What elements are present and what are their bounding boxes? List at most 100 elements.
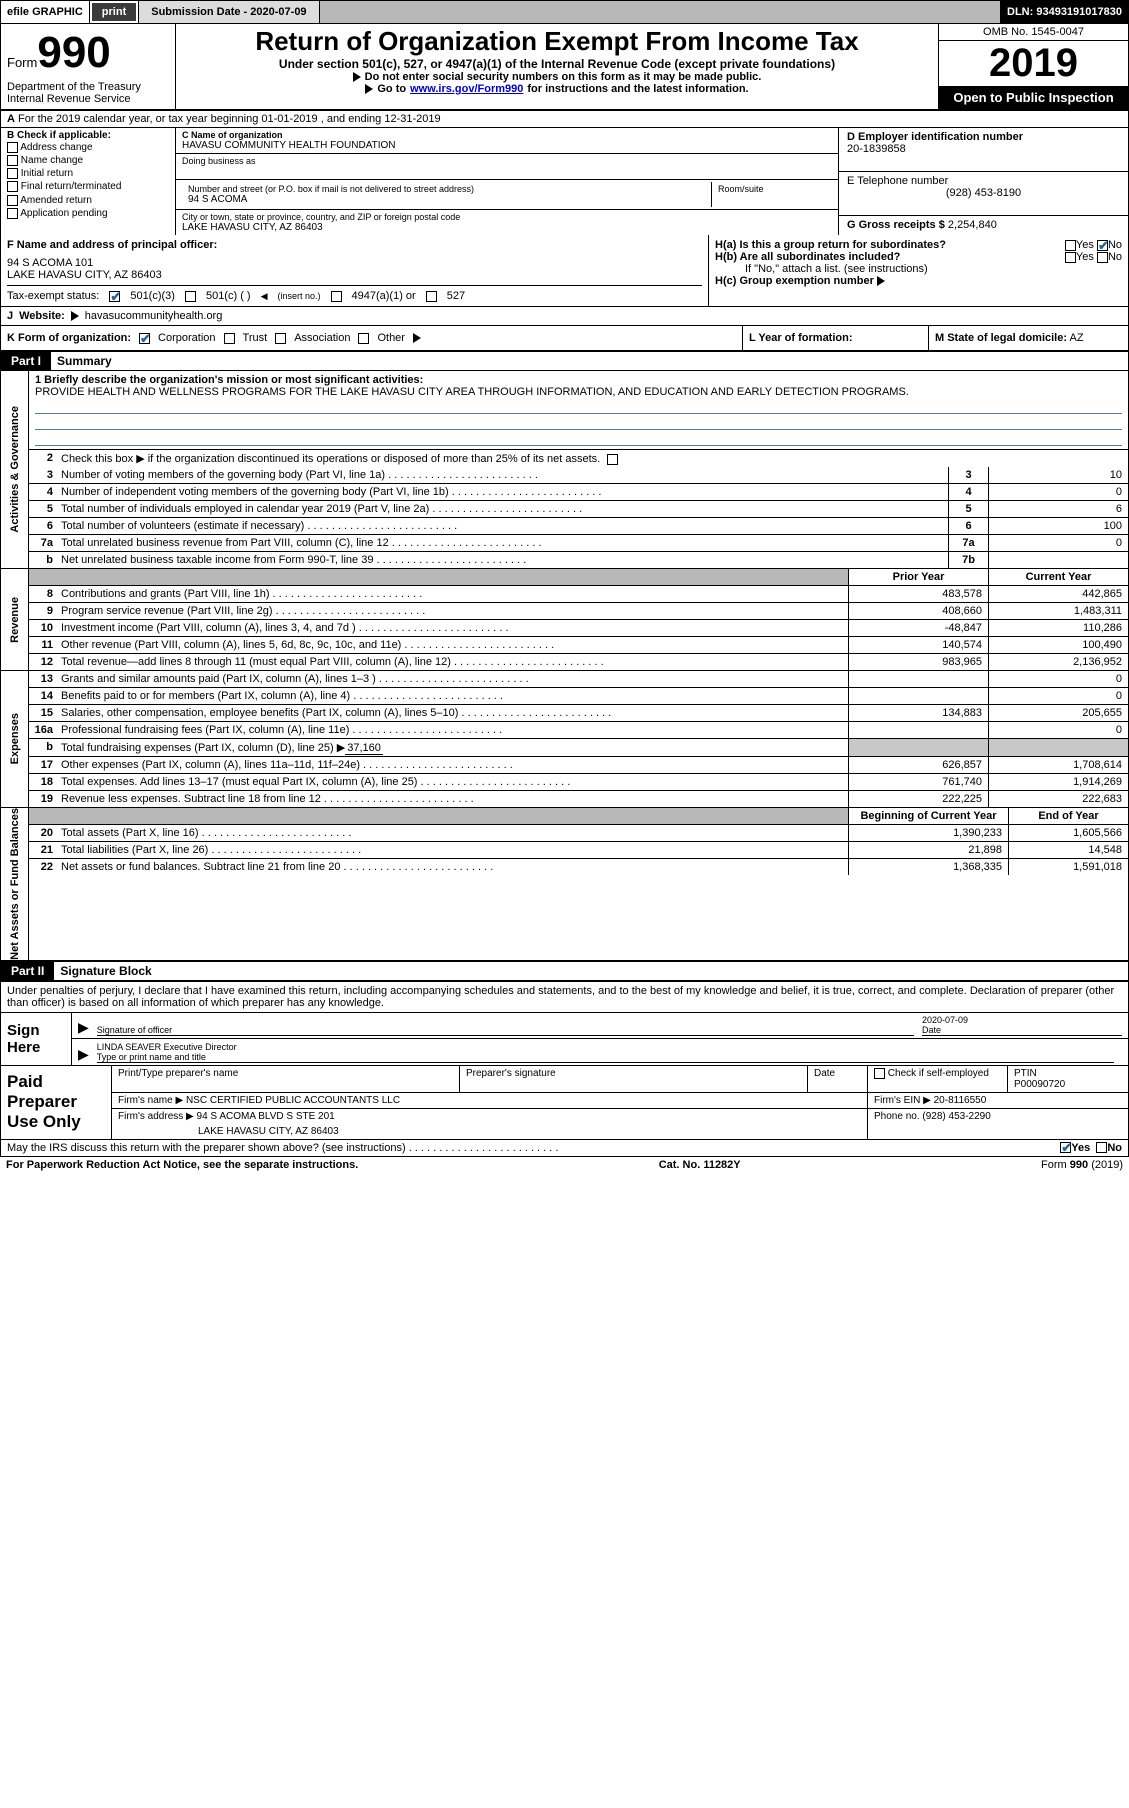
e-label: E Telephone number <box>847 175 1120 187</box>
section-net-assets: Net Assets or Fund Balances Beginning of… <box>0 808 1129 962</box>
line-3-val: 10 <box>988 467 1128 483</box>
l-label: L Year of formation: <box>749 332 853 344</box>
chk-501c[interactable] <box>185 291 196 302</box>
line-19-prior: 222,225 <box>848 791 988 807</box>
line-16a-current: 0 <box>988 722 1128 738</box>
line-8-current: 442,865 <box>988 586 1128 602</box>
line-15-prior: 134,883 <box>848 705 988 721</box>
chk-ha-no[interactable] <box>1097 240 1108 251</box>
chk-hb-no[interactable] <box>1097 252 1108 263</box>
line-b-val <box>988 552 1128 568</box>
line-22-current: 1,591,018 <box>1008 859 1128 875</box>
sign-here-label: SignHere <box>1 1013 71 1065</box>
chk-address-change[interactable]: Address change <box>20 142 92 153</box>
mission-text: PROVIDE HEALTH AND WELLNESS PROGRAMS FOR… <box>35 386 1122 398</box>
dln-cell: DLN: 93493191017830 <box>1001 1 1128 23</box>
section-expenses: Expenses 13 Grants and similar amounts p… <box>0 671 1129 808</box>
instr-1: Do not enter social security numbers on … <box>180 71 934 83</box>
line-10-current: 110,286 <box>988 620 1128 636</box>
form-subtitle: Under section 501(c), 527, or 4947(a)(1)… <box>180 57 934 71</box>
hdr-end-year: End of Year <box>1008 808 1128 824</box>
line-10-desc: Investment income (Part VIII, column (A)… <box>57 620 848 636</box>
chk-initial-return[interactable]: Initial return <box>21 168 73 179</box>
h-attach-note: If "No," attach a list. (see instruction… <box>715 263 1122 275</box>
line-4-desc: Number of independent voting members of … <box>57 484 948 500</box>
line-15-current: 205,655 <box>988 705 1128 721</box>
line-13-desc: Grants and similar amounts paid (Part IX… <box>57 671 848 687</box>
line-7a-box: 7a <box>948 535 988 551</box>
print-button[interactable]: print <box>92 3 136 21</box>
chk-discuss-no[interactable] <box>1096 1142 1107 1153</box>
chk-other[interactable] <box>358 333 369 344</box>
firm-phone: (928) 453-2290 <box>922 1111 990 1122</box>
line-11-prior: 140,574 <box>848 637 988 653</box>
chk-assoc[interactable] <box>275 333 286 344</box>
vlabel-activities: Activities & Governance <box>9 406 21 533</box>
line-4-val: 0 <box>988 484 1128 500</box>
chk-amended[interactable]: Amended return <box>20 195 92 206</box>
vlabel-revenue: Revenue <box>9 597 21 643</box>
chk-ha-yes[interactable] <box>1065 240 1076 251</box>
ptin: P00090720 <box>1014 1079 1122 1090</box>
line-17-desc: Other expenses (Part IX, column (A), lin… <box>57 757 848 773</box>
line-21-current: 14,548 <box>1008 842 1128 858</box>
col-c: C Name of organization HAVASU COMMUNITY … <box>176 128 838 235</box>
line-7a-val: 0 <box>988 535 1128 551</box>
line-6-desc: Total number of volunteers (estimate if … <box>57 518 948 534</box>
sig-date: 2020-07-09 <box>922 1015 1122 1025</box>
irs-link[interactable]: www.irs.gov/Form990 <box>410 83 523 95</box>
line-16a-prior <box>848 722 988 738</box>
hdr-begin-year: Beginning of Current Year <box>848 808 1008 824</box>
col-b: B Check if applicable: Address change Na… <box>1 128 176 235</box>
chk-app-pending[interactable]: Application pending <box>20 208 107 219</box>
col-f: F Name and address of principal officer:… <box>1 235 708 306</box>
row-j: J Website: havasucommunityhealth.org <box>0 307 1129 326</box>
line-6-box: 6 <box>948 518 988 534</box>
submission-label: Submission Date - 2020-07-09 <box>145 3 312 21</box>
chk-discuss-yes[interactable] <box>1060 1142 1071 1153</box>
col-h: H(a) Is this a group return for subordin… <box>708 235 1128 306</box>
fundraising-total: 37,160 <box>345 742 383 755</box>
chk-name-change[interactable]: Name change <box>21 155 83 166</box>
chk-final-return[interactable]: Final return/terminated <box>21 182 122 193</box>
chk-501c3[interactable] <box>109 291 120 302</box>
vlabel-net: Net Assets or Fund Balances <box>9 808 21 960</box>
chk-4947[interactable] <box>331 291 342 302</box>
line-6-val: 100 <box>988 518 1128 534</box>
line-a: A For the 2019 calendar year, or tax yea… <box>0 111 1129 128</box>
chk-self-employed[interactable] <box>874 1068 885 1079</box>
chk-hb-yes[interactable] <box>1065 252 1076 263</box>
officer-addr2: LAKE HAVASU CITY, AZ 86403 <box>7 269 702 281</box>
triangle-icon <box>365 84 373 94</box>
officer-addr1: 94 S ACOMA 101 <box>7 257 702 269</box>
officer-name-title: LINDA SEAVER Executive Director <box>97 1042 1114 1052</box>
line-17-current: 1,708,614 <box>988 757 1128 773</box>
line-11-desc: Other revenue (Part VIII, column (A), li… <box>57 637 848 653</box>
irs-discuss-row: May the IRS discuss this return with the… <box>0 1140 1129 1157</box>
chk-527[interactable] <box>426 291 437 302</box>
mission-block: 1 Briefly describe the organization's mi… <box>29 371 1128 450</box>
addr-label: Number and street (or P.O. box if mail i… <box>188 184 705 194</box>
line-5-desc: Total number of individuals employed in … <box>57 501 948 517</box>
sig-officer-label: Signature of officer <box>97 1025 914 1035</box>
ein: 20-1839858 <box>847 143 1120 155</box>
omb-number: OMB No. 1545-0047 <box>939 24 1128 41</box>
signature-block: Under penalties of perjury, I declare th… <box>0 980 1129 1066</box>
line-16a-desc: Professional fundraising fees (Part IX, … <box>57 722 848 738</box>
hdr-prior-year: Prior Year <box>848 569 988 585</box>
vlabel-expenses: Expenses <box>9 713 21 764</box>
chk-line2[interactable] <box>607 454 618 465</box>
triangle-icon <box>353 72 361 82</box>
header-left: Form990 Department of the Treasury Inter… <box>1 24 176 109</box>
chk-corp[interactable] <box>139 333 150 344</box>
form-header: Form990 Department of the Treasury Inter… <box>0 24 1129 111</box>
chk-trust[interactable] <box>224 333 235 344</box>
firm-ein: 20-8116550 <box>934 1095 987 1106</box>
firm-addr1: 94 S ACOMA BLVD S STE 201 <box>197 1111 335 1122</box>
line-14-prior <box>848 688 988 704</box>
footer-line: For Paperwork Reduction Act Notice, see … <box>0 1157 1129 1173</box>
street-address: 94 S ACOMA <box>188 194 705 205</box>
room-label: Room/suite <box>718 184 826 194</box>
preparer-name-hdr: Print/Type preparer's name <box>112 1066 460 1092</box>
topbar-spacer <box>320 1 1001 23</box>
